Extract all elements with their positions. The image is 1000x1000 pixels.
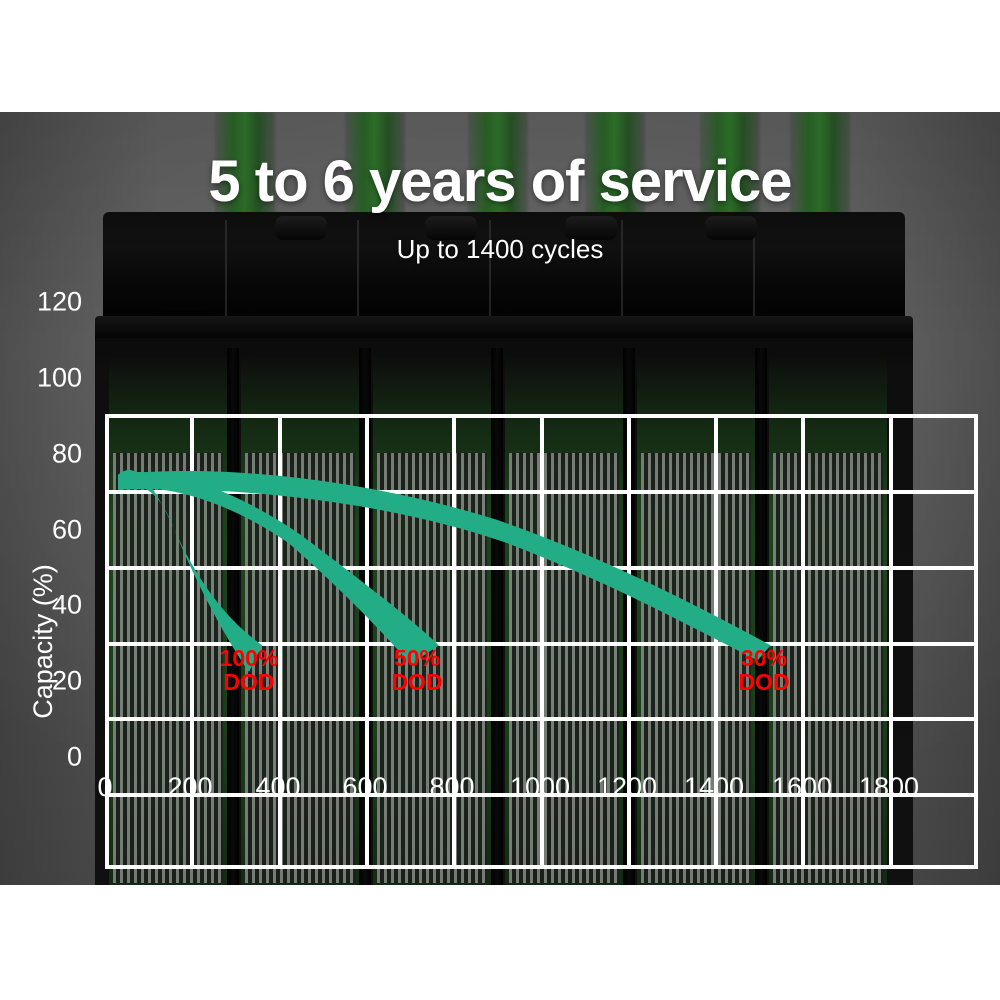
plate-stack: [641, 453, 751, 883]
x-tick-label: 0: [97, 772, 113, 802]
dod-label: DOD: [223, 669, 275, 696]
x-axis-title: Number of cycles: [437, 917, 646, 947]
x-tick-label: 1600: [771, 772, 833, 802]
vent-cap: [425, 216, 477, 240]
plate-stack: [773, 453, 883, 883]
y-axis-title: Capacity (%): [28, 564, 58, 719]
y-tick-label: 60: [51, 514, 82, 545]
x-tick-label: 600: [342, 772, 388, 802]
plate-stack: [113, 453, 223, 883]
page-subtitle: Up to 1400 cycles: [396, 234, 604, 264]
lid-seam: [225, 220, 227, 332]
vent-cap: [705, 216, 757, 240]
lid-seam: [621, 220, 623, 332]
dod-label: DOD: [738, 669, 790, 696]
plot-area: 100% DOD 50% DOD 30% DOD: [105, 414, 978, 869]
dod-percent: 100%: [219, 645, 279, 671]
cell-divider: [491, 348, 503, 885]
lid-seam: [489, 220, 491, 332]
band-100-dod: [118, 470, 263, 672]
gridline-horizontal: [105, 793, 978, 798]
x-tick-label: 400: [255, 772, 301, 802]
x-tick-label: 1400: [683, 772, 745, 802]
gridline-horizontal: [105, 717, 978, 722]
band-50-dod: [118, 472, 439, 665]
y-tick-label: 20: [51, 665, 82, 696]
plate-stack: [509, 453, 619, 883]
degradation-bands: [118, 470, 771, 672]
y-tick-label: 120: [36, 286, 82, 317]
dod-annotation: 50% DOD: [391, 646, 442, 694]
x-tick-label: 800: [429, 772, 475, 802]
gridline-horizontal: [105, 641, 978, 646]
y-tick-label: 80: [51, 438, 82, 469]
dod-annotation: 30% DOD: [738, 646, 789, 694]
y-tick-label: 0: [66, 741, 82, 772]
battery-lid: [103, 212, 905, 334]
x-tick-label: 1200: [596, 772, 658, 802]
y-tick-label: 100: [36, 362, 82, 393]
band-30-dod: [118, 471, 771, 661]
gridline-horizontal: [105, 489, 978, 494]
x-tick-label: 200: [167, 772, 213, 802]
y-tick-label: 40: [51, 589, 82, 620]
x-tick-label: 1800: [858, 772, 920, 802]
gridline-horizontal: [105, 565, 978, 570]
cell-divider: [755, 348, 767, 885]
dod-annotation: 100% DOD: [220, 646, 279, 694]
vent-cap: [565, 216, 617, 240]
vent-cap: [275, 216, 327, 240]
capacity-vs-cycles-chart: 100% DOD 50% DOD 30% DOD 120 100 80 60 4…: [0, 112, 1000, 947]
dod-label: DOD: [391, 669, 443, 696]
x-tick-label: 1000: [509, 772, 571, 802]
lid-seam: [357, 220, 359, 332]
lid-seam: [753, 220, 755, 332]
dod-percent: 30%: [740, 645, 788, 671]
page-title: 5 to 6 years of service: [208, 149, 792, 214]
dod-percent: 50%: [393, 645, 441, 671]
